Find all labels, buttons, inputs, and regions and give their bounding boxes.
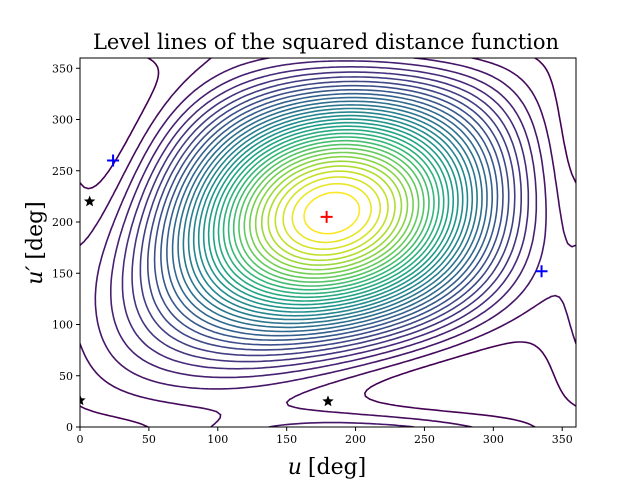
contour-level-7 [139,76,516,357]
y-tick-label-1: 50 [59,370,73,383]
contour-level-15 [187,107,474,321]
contour-level-23 [227,136,435,291]
contour-level-25 [238,143,425,283]
y-axis: 0 50 100 150 200 250 300 350 [52,62,80,434]
y-tick-label-4: 200 [52,216,73,229]
contour-level-10 [160,89,499,341]
x-axis-var: u [288,455,302,480]
x-tick-label-5: 250 [414,433,435,446]
x-tick-label-2: 100 [207,433,228,446]
plus-marker-1 [107,154,120,167]
contour-level-32 [282,176,382,250]
y-tick-label-6: 300 [52,114,73,127]
contour-level-12 [171,96,488,333]
x-tick-label-1: 50 [142,433,156,446]
contour-level-18 [202,118,459,310]
contour-level-19 [207,121,455,306]
x-tick-label-6: 300 [483,433,504,446]
plus-marker-0 [320,210,333,223]
contour-level-14 [182,104,478,325]
star-marker-5 [80,394,86,406]
contour-level-24 [232,139,430,287]
contour-level-28 [254,155,409,271]
x-tick-label-7: 350 [552,433,573,446]
plot-frame [79,57,577,428]
contour-level-30 [267,165,396,262]
contour-level-9 [153,84,504,346]
contour-level-1 [80,58,576,427]
contour-level-17 [197,114,464,313]
contour-level-33 [291,182,372,244]
y-axis-var: u′ [23,266,48,285]
x-axis-unit: [deg] [308,455,366,480]
contour-level-34 [303,191,361,235]
y-axis-unit: [deg] [23,201,48,259]
contour-level-8 [147,80,510,351]
x-tick-label-3: 150 [276,433,297,446]
contour-level-31 [274,170,389,256]
x-axis: 0 50 100 150 200 250 300 350 [77,427,573,446]
markers [80,154,548,407]
x-tick-label-4: 200 [345,433,366,446]
contour-level-22 [222,132,440,295]
y-tick-label-2: 100 [52,319,73,332]
contour-level-4 [110,60,538,379]
x-axis-label: u [deg] [288,455,367,480]
star-marker-4 [322,395,334,407]
contour-level-27 [249,151,414,275]
contour-level-11 [166,92,493,337]
contour-lines [80,58,576,427]
y-tick-label-7: 350 [52,62,73,75]
contour-level-13 [177,100,483,329]
y-tick-label-0: 0 [66,421,73,434]
contour-level-29 [261,160,403,266]
contour-level-2 [80,58,576,427]
plus-marker-2 [535,265,548,278]
contour-level-26 [243,147,420,279]
y-tick-label-3: 150 [52,267,73,280]
y-axis-label: u′ [deg] [23,201,48,285]
contour-level-6 [131,71,522,363]
contour-level-20 [212,125,450,302]
chart-title: Level lines of the squared distance func… [93,30,559,54]
x-tick-label-0: 0 [77,433,84,446]
contour-level-21 [217,129,445,299]
y-tick-label-5: 250 [52,165,73,178]
contour-level-5 [121,66,530,370]
contour-level-16 [192,111,469,317]
star-marker-3 [83,195,96,207]
